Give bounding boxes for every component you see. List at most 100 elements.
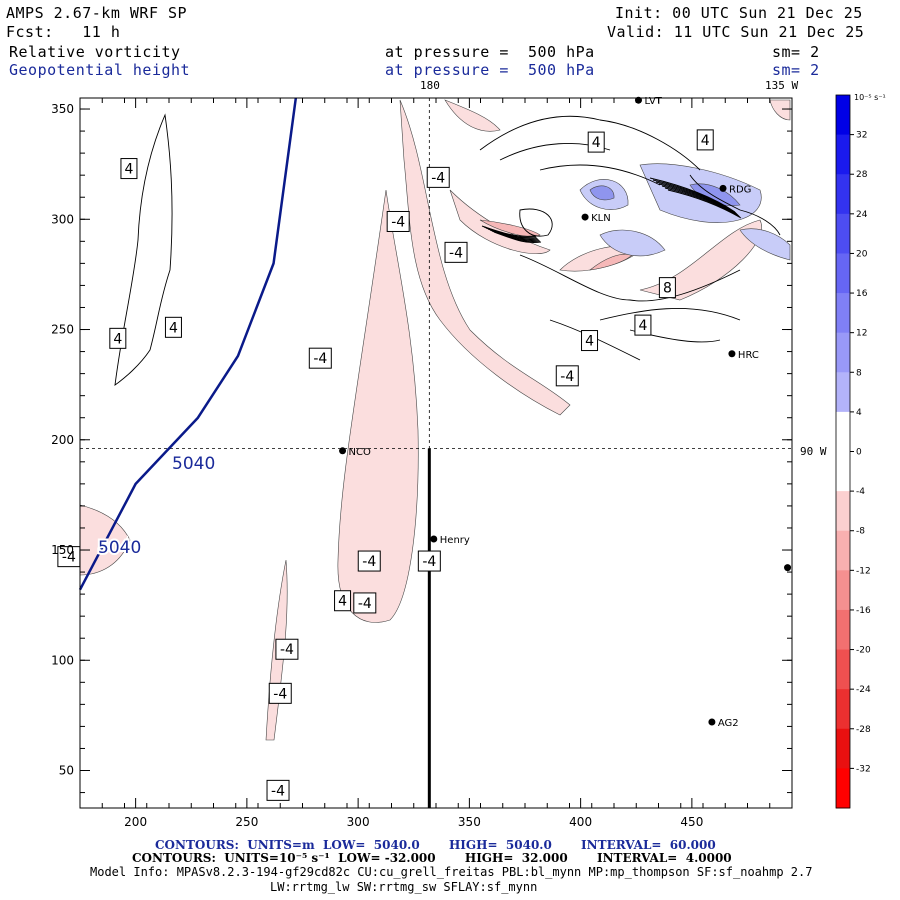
station-label: Henry <box>440 535 470 546</box>
contour-label-box <box>120 158 138 180</box>
contour-label-box <box>555 365 579 387</box>
colorbar-unit: 10⁻⁵ s⁻¹ <box>854 93 886 102</box>
contour-label: 4 <box>701 133 710 149</box>
colorbar-tick-label: -24 <box>856 685 871 695</box>
station-marker <box>581 213 589 221</box>
contour-label: -4 <box>560 369 574 385</box>
colorbar-swatch <box>836 728 850 769</box>
vorticity-shading <box>449 189 551 255</box>
contour-label: -4 <box>431 170 445 186</box>
field1-level: at pressure = 500 hPa <box>385 43 595 61</box>
colorbar-swatch <box>836 134 850 175</box>
contour-label-box <box>658 277 676 299</box>
y-tick-label: 200 <box>51 433 74 447</box>
contour-label-box <box>109 327 127 349</box>
colorbar-tick-label: -8 <box>856 527 865 537</box>
vorticity-shading <box>479 219 541 237</box>
colorbar-tick-label: 0 <box>856 448 862 458</box>
colorbar-swatch <box>836 213 850 254</box>
colorbar-tick-label: 8 <box>856 368 862 378</box>
colorbar-tick-label: 24 <box>856 210 868 220</box>
colorbar-tick-label: -12 <box>856 566 871 576</box>
contour-label-box <box>334 590 352 612</box>
y-tick-label: 150 <box>51 543 74 557</box>
contour-label: -4 <box>449 245 463 261</box>
colorbar-swatch <box>836 253 850 294</box>
vorticity-contour <box>664 187 741 218</box>
field2-smoothing: sm= 2 <box>772 61 820 79</box>
field1-smoothing: sm= 2 <box>772 43 820 61</box>
colorbar-tick-label: -32 <box>856 764 871 774</box>
height-contour-label: 5040 <box>172 454 215 474</box>
contour-label-box <box>634 314 652 336</box>
contour-label: -4 <box>313 351 327 367</box>
contour-label-box <box>444 241 468 263</box>
lon-90w-label: 90 W <box>800 445 827 458</box>
contour-label-box <box>268 682 292 704</box>
colorbar-swatch <box>836 372 850 413</box>
colorbar-swatch <box>836 411 850 452</box>
contour-label: 4 <box>592 135 601 151</box>
x-tick-label: 200 <box>124 815 147 829</box>
station-label: KLN <box>591 213 611 224</box>
contour-label: -4 <box>422 554 436 570</box>
colorbar-tick-label: -4 <box>856 487 865 497</box>
contour-label-box <box>587 131 605 153</box>
colorbar-swatch <box>836 570 850 611</box>
vorticity-shading <box>599 229 666 257</box>
lon-135w-label: 135 W <box>765 79 799 92</box>
contour-label: 8 <box>663 281 672 297</box>
contour-label-box <box>426 166 450 188</box>
contour-label-box <box>266 779 290 801</box>
contour-label-box <box>308 347 332 369</box>
contour-label-box <box>581 330 599 352</box>
contour-label: -4 <box>362 554 376 570</box>
colorbar-swatch <box>836 332 850 373</box>
field2-level: at pressure = 500 hPa <box>385 61 595 79</box>
colorbar-swatch <box>836 451 850 492</box>
colorbar-tick-label: 20 <box>856 249 868 259</box>
station-marker <box>339 447 347 455</box>
vorticity-contour <box>599 308 741 321</box>
contour-label: -4 <box>358 596 372 612</box>
station-label: LVT <box>644 96 662 107</box>
vorticity-contour <box>493 231 542 244</box>
x-tick-label: 400 <box>569 815 592 829</box>
vorticity-shading <box>589 185 615 201</box>
y-tick-label: 350 <box>51 102 74 116</box>
init-time: Init: 00 UTC Sun 21 Dec 25 <box>615 4 863 22</box>
station-marker <box>784 564 792 572</box>
contour-label-box <box>275 638 299 660</box>
station-marker <box>708 718 716 726</box>
vorticity-contour <box>667 189 742 219</box>
contour-label: 4 <box>124 162 133 178</box>
colorbar-tick-label: 32 <box>856 131 867 141</box>
colorbar-swatch <box>836 95 850 136</box>
vorticity-contour <box>539 164 661 186</box>
contour-label: 4 <box>169 320 178 336</box>
colorbar-tick-label: 12 <box>856 329 867 339</box>
height-contour-info: CONTOURS: UNITS=m LOW= 5040.0 HIGH= 5040… <box>155 838 716 852</box>
contour-label: 4 <box>638 318 647 334</box>
y-tick-label: 100 <box>51 653 74 667</box>
colorbar-tick-label: 16 <box>856 289 868 299</box>
colorbar-tick-label: -28 <box>856 725 871 735</box>
station-marker <box>719 184 727 192</box>
station-label: HRC <box>738 350 759 361</box>
colorbar-tick-label: -16 <box>856 606 871 616</box>
height-contour-label: 5040 <box>98 538 141 558</box>
contour-label: 4 <box>113 331 122 347</box>
vorticity-contour <box>519 254 741 302</box>
contour-label-box <box>357 550 381 572</box>
contour-label: -4 <box>280 642 294 658</box>
colorbar-swatch <box>836 174 850 215</box>
station-marker <box>430 535 438 543</box>
x-tick-label: 450 <box>680 815 703 829</box>
field1-name: Relative vorticity <box>9 43 181 61</box>
model-info-cont: LW:rrtmg_lw SW:rrtmg_sw SFLAY:sf_mynn <box>270 880 538 894</box>
colorbar-swatch <box>836 293 850 334</box>
contour-label-box <box>696 129 714 151</box>
colorbar-swatch <box>836 491 850 532</box>
lon-180-label: 180 <box>420 79 440 92</box>
